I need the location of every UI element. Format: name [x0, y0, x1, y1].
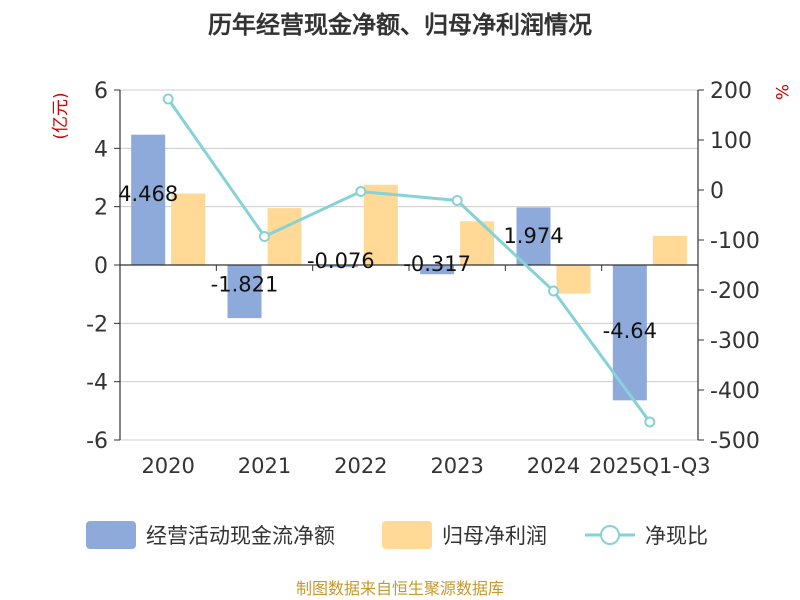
legend-item[interactable]: 净现比	[585, 524, 708, 548]
right-tick-label: -300	[710, 329, 760, 354]
x-tick-label: 2024	[527, 454, 580, 478]
cashflow-bar[interactable]	[323, 265, 358, 268]
right-tick-label: 200	[710, 79, 752, 104]
ratio-point[interactable]	[644, 416, 656, 428]
legend-item[interactable]: 归母净利润	[382, 521, 547, 549]
right-tick-label: -400	[710, 379, 760, 404]
profit-bar[interactable]	[652, 235, 687, 265]
legend[interactable]: 经营活动现金流净额 归母净利润 净现比	[86, 521, 708, 549]
x-axis-ticks: 2020 2021 2022 2023 2024 2025Q1-Q3	[119, 265, 711, 478]
left-tick-label: 4	[94, 137, 108, 162]
legend-label: 经营活动现金流净额	[146, 524, 335, 548]
right-tick-label: 0	[710, 179, 724, 204]
left-axis-unit: (亿元)	[51, 92, 71, 139]
left-tick-label: 6	[94, 79, 108, 104]
cashflow-bar[interactable]	[420, 265, 455, 275]
left-tick-label: -6	[86, 429, 108, 454]
left-axis-ticks: 6 4 2 0 -2 -4 -6	[86, 79, 120, 454]
cashflow-data-label: -0.076	[307, 249, 375, 273]
right-tick-label: -100	[710, 229, 760, 254]
cashflow-bar[interactable]	[227, 265, 262, 319]
right-tick-label: -500	[710, 429, 760, 454]
left-tick-label: -2	[86, 312, 108, 337]
ratio-point[interactable]	[259, 231, 270, 242]
x-tick-label: 2022	[334, 454, 387, 478]
right-tick-label: -200	[710, 279, 760, 304]
source-note: 制图数据来自恒生聚源数据库	[296, 579, 504, 598]
legend-marker	[600, 525, 620, 545]
cashflow-data-label: -1.821	[211, 272, 279, 296]
ratio-point[interactable]	[548, 285, 559, 297]
ratio-point[interactable]	[162, 93, 174, 105]
profit-bar[interactable]	[363, 184, 398, 265]
legend-swatch	[86, 521, 136, 549]
ratio-point[interactable]	[355, 186, 367, 197]
right-tick-label: 100	[710, 129, 752, 154]
profit-bar[interactable]	[556, 265, 591, 294]
left-tick-label: 2	[94, 196, 108, 221]
cashflow-data-label: -0.317	[403, 252, 471, 276]
left-tick-label: 0	[94, 254, 108, 279]
ratio-line-path	[166, 98, 652, 423]
cashflow-bar[interactable]	[516, 207, 551, 265]
legend-item[interactable]: 经营活动现金流净额	[86, 521, 335, 549]
left-tick-label: -4	[86, 371, 108, 396]
cashflow-data-label: -4.64	[603, 319, 657, 343]
x-tick-label: 2021	[238, 454, 291, 478]
legend-label: 归母净利润	[442, 524, 547, 548]
ratio-line	[162, 93, 656, 428]
profit-bar[interactable]	[171, 193, 206, 265]
right-axis-ticks: 200 100 0 -100 -200 -300 -400 -500	[698, 79, 760, 454]
data-labels: 4.468 -1.821 -0.076 -0.317 1.974 -4.64	[118, 182, 657, 343]
cashflow-bar[interactable]	[131, 134, 166, 265]
cashflow-data-label: 1.974	[503, 224, 563, 248]
right-axis-unit: %	[771, 84, 791, 100]
chart-title: 历年经营现金净额、归母净利润情况	[208, 11, 592, 39]
legend-swatch	[382, 521, 432, 549]
legend-label: 净现比	[645, 524, 708, 548]
ratio-point[interactable]	[451, 195, 463, 206]
profit-bar[interactable]	[267, 208, 302, 265]
x-tick-label: 2025Q1-Q3	[589, 454, 711, 478]
x-tick-label: 2020	[141, 454, 194, 478]
cashflow-data-label: 4.468	[118, 182, 178, 206]
x-tick-label: 2023	[430, 454, 483, 478]
